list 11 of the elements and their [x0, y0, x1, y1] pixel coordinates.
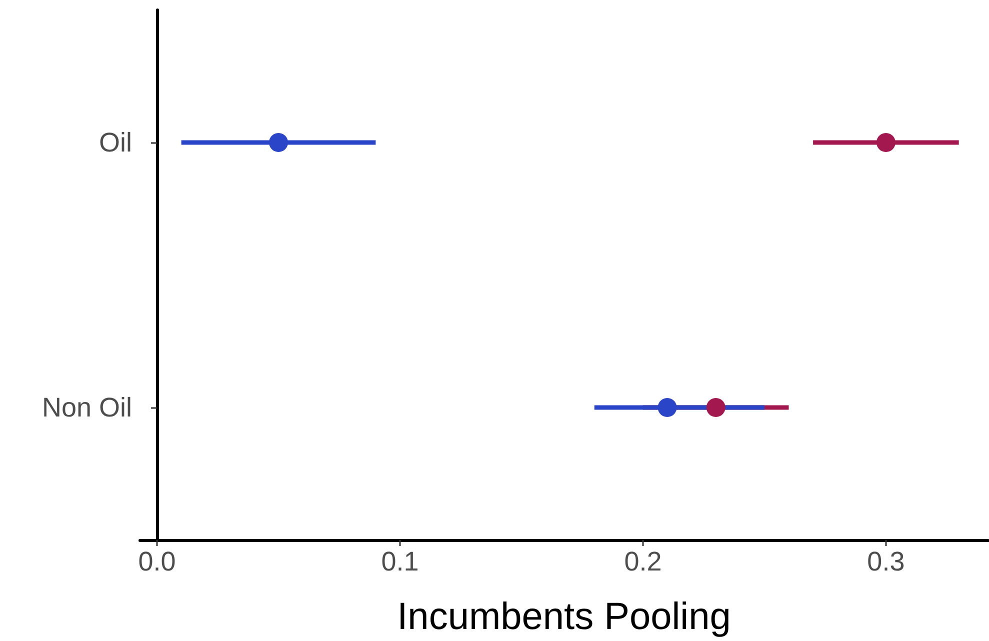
y-tick-label: Oil — [99, 128, 132, 158]
point — [706, 398, 726, 417]
x-tick-label: 0.2 — [624, 546, 662, 576]
x-axis-title: Incumbents Pooling — [397, 596, 731, 638]
point — [658, 398, 677, 417]
y-tick-label: Non Oil — [42, 392, 132, 422]
point — [269, 133, 288, 152]
x-tick-label: 0.1 — [381, 546, 419, 576]
point — [876, 133, 896, 152]
x-tick-label: 0.3 — [867, 546, 905, 576]
x-tick-label: 0.0 — [138, 546, 176, 576]
